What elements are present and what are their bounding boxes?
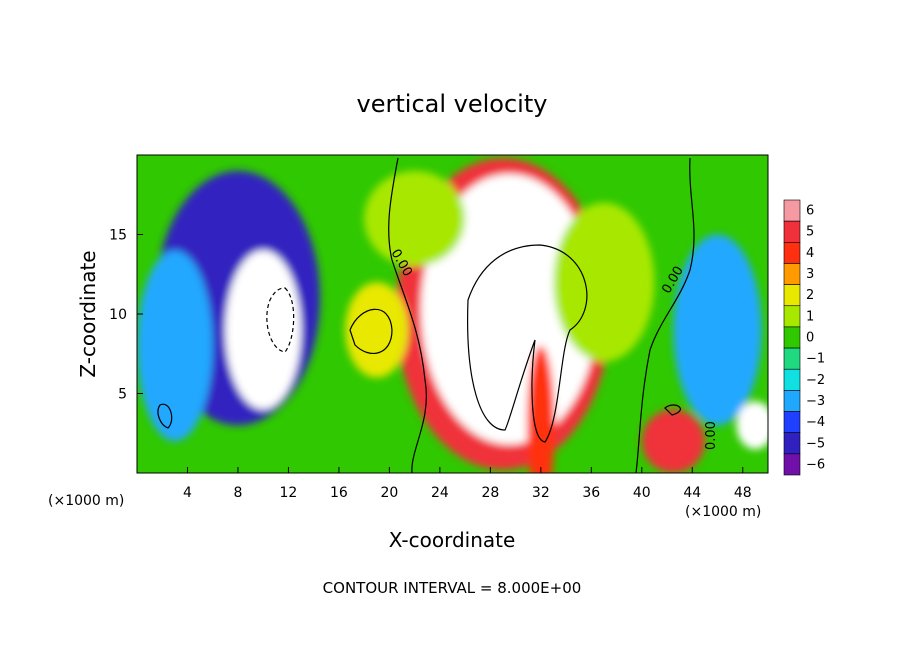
colorbar-swatch [783,326,801,349]
x-axis-label: X-coordinate [389,528,516,552]
colorbar-swatch [783,199,801,222]
small-contour-line [157,403,173,429]
colorbar-swatch [783,263,801,285]
x-axis-unit-right: (×1000 m) [685,504,761,520]
colorbar: 6 5 4 3 2 1 0 −1 −2 −3 −4 −5 −6 [783,199,825,476]
y-axis-label: Z-coordinate [76,250,100,377]
colorbar-label: 3 [806,267,814,282]
x-tick-label: 28 [481,485,499,501]
contour-lines [157,157,695,473]
colorbar-label: −2 [806,373,825,388]
colorbar-label: 5 [806,225,814,240]
small-contour-line [664,404,681,416]
x-tick-label: 8 [233,485,242,501]
colorbar-label: −4 [806,415,825,430]
velocity-blob [225,250,302,410]
colorbar-swatch [783,305,801,328]
colorbar-label: 0 [806,331,814,346]
y-axis: 5 10 15 [109,228,143,403]
colorbar-swatch [783,390,801,412]
velocity-blob [526,345,555,473]
colorbar-label: −5 [806,436,825,451]
velocity-blob [641,409,705,473]
x-axis: 4 8 12 16 20 24 28 32 36 40 44 48 [183,467,752,501]
x-tick-label: 32 [532,485,550,501]
colorbar-swatch [783,347,801,370]
colorbar-swatch [783,242,801,264]
colorbar-label: −3 [806,394,825,409]
colorbar-swatch [783,220,801,243]
colorbar-label: 1 [806,309,814,324]
zero-contour-line [388,157,427,473]
colorbar-label: 6 [806,204,814,219]
colorbar-swatch [783,432,801,455]
x-tick-label: 16 [330,485,348,501]
contour-label: 0.00 [704,421,719,450]
x-tick-label: 48 [734,485,752,501]
x-tick-label: 24 [431,485,449,501]
velocity-blob [137,250,213,442]
zero-contour-line [635,157,695,473]
colorbar-label: 2 [806,288,814,303]
velocity-blob [673,234,762,426]
colorbar-label: 4 [806,246,814,261]
colorbar-swatch [783,368,801,391]
small-contour-line [349,308,393,354]
velocity-blob [736,401,768,450]
velocity-blob [345,282,409,378]
colorbar-swatch [783,411,801,433]
velocity-blob [553,202,655,362]
colorbar-label: −6 [806,457,825,472]
x-tick-label: 40 [633,485,651,501]
y-tick-label: 10 [109,307,127,323]
x-tick-label: 36 [582,485,600,501]
x-tick-label: 12 [280,485,298,501]
x-axis-unit-left: (×1000 m) [48,493,124,509]
colorbar-label: −1 [806,352,825,367]
contour-interval-note: CONTOUR INTERVAL = 8.000E+00 [323,579,582,597]
velocity-blob [364,170,466,267]
x-tick-label: 4 [183,485,192,501]
colorbar-swatch [783,453,801,476]
velocity-blob [420,174,598,445]
y-tick-label: 5 [118,387,127,403]
colorbar-swatch [783,284,801,307]
updraft-core-contour [467,244,588,443]
x-tick-label: 44 [683,485,701,501]
x-tick-label: 20 [380,485,398,501]
y-tick-label: 15 [109,228,127,244]
velocity-field [137,158,768,473]
plot-area: 0.00 0.00 0.00 [137,155,768,473]
chart-title: vertical velocity [357,90,548,118]
